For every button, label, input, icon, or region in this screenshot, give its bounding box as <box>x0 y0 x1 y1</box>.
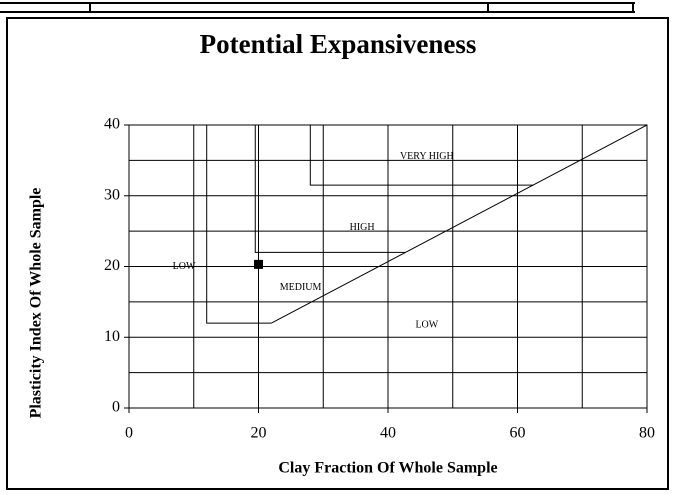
region-label: VERY HIGH <box>400 151 454 162</box>
y-tick-label: 10 <box>104 328 120 345</box>
boundary-line <box>271 124 648 324</box>
region-label: LOW <box>173 261 196 272</box>
data-point <box>254 259 263 269</box>
region-label: LOW <box>415 320 438 331</box>
region-label: MEDIUM <box>280 282 322 293</box>
y-tick-label: 0 <box>112 399 120 416</box>
y-tick-label: 30 <box>104 186 120 203</box>
x-tick-label: 60 <box>510 425 526 442</box>
x-tick-label: 0 <box>125 425 133 442</box>
frame <box>6 17 669 490</box>
x-tick-label: 80 <box>639 425 655 442</box>
x-axis-label: Clay Fraction Of Whole Sample <box>278 460 497 477</box>
chart-title: Potential Expansiveness <box>200 29 477 59</box>
y-tick-label: 40 <box>104 116 120 133</box>
boundary-line <box>254 125 406 253</box>
x-tick-label: 20 <box>251 425 267 442</box>
y-axis-label: Plasticity Index Of Whole Sample <box>28 188 45 419</box>
boundary-line <box>206 125 272 324</box>
boundary-line <box>309 125 534 186</box>
y-tick-label: 20 <box>104 257 120 274</box>
x-tick-label: 40 <box>380 425 396 442</box>
region-label: HIGH <box>350 222 375 233</box>
